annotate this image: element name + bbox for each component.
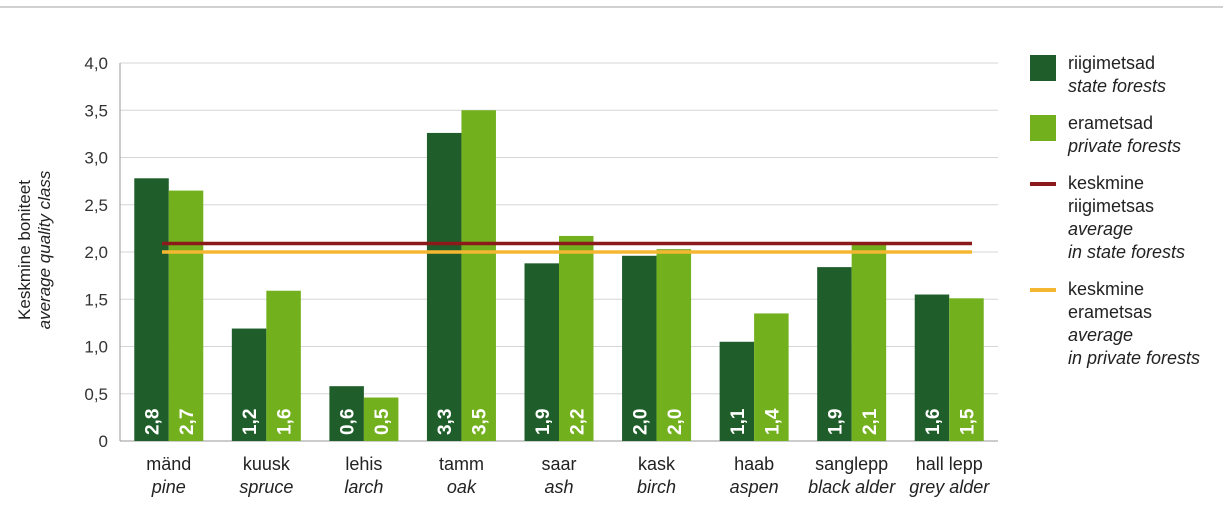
bar-value-label: 0,5 xyxy=(372,408,393,435)
bar-private xyxy=(754,313,789,441)
legend-swatch xyxy=(1030,55,1056,81)
y-tick-label: 2,5 xyxy=(84,196,108,215)
bar-value-label: 3,5 xyxy=(470,408,491,435)
x-tick-label-en: larch xyxy=(344,477,383,497)
legend-label-et: keskmine xyxy=(1068,279,1145,299)
bar-state xyxy=(719,341,755,441)
x-tick-label-et: kuusk xyxy=(243,454,291,474)
legend-label-en: average xyxy=(1068,219,1134,239)
bar-value-label: 2,0 xyxy=(630,409,651,435)
bar-state xyxy=(524,263,559,441)
legend-label-et: riigimetsad xyxy=(1068,53,1156,73)
legend-item: erametsad private forests xyxy=(1030,112,1220,158)
legend-line-swatch xyxy=(1030,288,1056,292)
bar-private xyxy=(559,235,594,441)
y-tick-label: 2,0 xyxy=(84,243,108,262)
bar-private xyxy=(266,290,301,441)
bar-private xyxy=(363,397,399,441)
legend-swatch xyxy=(1030,115,1056,141)
legend-label-en: in private forests xyxy=(1068,348,1201,368)
x-tick-label-en: pine xyxy=(151,477,186,497)
y-tick-labels: 0 0,5 1,0 1,5 2,0 2,5 3,0 3,5 4,0 xyxy=(84,54,108,451)
x-tick-label-en: birch xyxy=(637,477,676,497)
bar-value-label: 1,5 xyxy=(957,408,978,435)
reference-lines xyxy=(162,241,972,254)
bar-value-label: 3,3 xyxy=(435,409,456,435)
x-tick-label-et: sanglepp xyxy=(815,454,888,474)
x-tick-label-en: oak xyxy=(447,477,477,497)
y-tick-label: 3,0 xyxy=(84,149,108,168)
legend-label-en: private forests xyxy=(1068,136,1182,156)
bars: 2,8 2,7 1,2 1,6 0,6 0,5 3,3 3,5 1,9 2,2 2,0 2,0 1,1 1… xyxy=(134,110,984,442)
x-tick-label-en: black alder xyxy=(808,477,896,497)
bar-private xyxy=(168,190,204,441)
legend-item: keskmine riigimetsas average in state fores… xyxy=(1030,172,1220,264)
y-axis-title-en: average quality class xyxy=(35,170,54,329)
bar-state xyxy=(622,255,657,441)
bar-state xyxy=(134,178,169,442)
x-tick-label-en: aspen xyxy=(730,477,779,497)
legend-label-et: erametsas xyxy=(1068,302,1153,322)
bar-value-label: 2,8 xyxy=(143,409,164,435)
bar-value-label: 0,6 xyxy=(338,409,359,435)
legend-label-en: state forests xyxy=(1068,76,1167,96)
x-tick-label-et: lehis xyxy=(345,454,382,474)
x-tick-label-et: hall lepp xyxy=(916,454,983,474)
bar-private xyxy=(461,110,496,441)
x-tick-label-en: spruce xyxy=(239,477,293,497)
legend-label-en: in state forests xyxy=(1068,242,1186,262)
bar-value-label: 2,1 xyxy=(860,408,881,435)
bar-value-label: 1,6 xyxy=(275,409,296,435)
bar-state xyxy=(329,386,364,441)
legend-label-en: average xyxy=(1068,325,1134,345)
x-tick-label-et: haab xyxy=(734,454,774,474)
y-axis-title-et: Keskmine boniteet xyxy=(15,180,34,320)
y-tick-label: 1,0 xyxy=(84,338,108,357)
bar-value-label: 1,9 xyxy=(533,409,554,435)
legend-line-swatch xyxy=(1030,182,1056,186)
bar-state xyxy=(426,132,462,441)
y-axis-title: Keskmine boniteet average quality class xyxy=(15,170,54,329)
bar-value-label: 2,7 xyxy=(177,409,198,435)
bar-value-label: 1,4 xyxy=(762,408,783,435)
bar-value-label: 2,2 xyxy=(567,409,588,435)
bar-value-label: 1,9 xyxy=(825,409,846,435)
bar-value-label: 2,0 xyxy=(665,409,686,435)
legend-label-et: keskmine xyxy=(1068,173,1145,193)
y-tick-label: 4,0 xyxy=(84,54,108,73)
bar-value-label: 1,6 xyxy=(923,409,944,435)
bar-state xyxy=(231,328,267,441)
y-tick-label: 0,5 xyxy=(84,385,108,404)
bar-chart: 0 0,5 1,0 1,5 2,0 2,5 3,0 3,5 4,0 2,8 2,7 1,2 1,6 0,… xyxy=(15,54,998,497)
legend-label-et: erametsad xyxy=(1068,113,1154,133)
bar-private xyxy=(851,242,887,441)
legend: riigimetsad state forests erametsad private… xyxy=(1030,52,1220,384)
top-divider xyxy=(0,6,1223,8)
x-tick-labels: mänd pine kuusk spruce lehis larch tamm oak saar… xyxy=(146,454,990,497)
bar-value-label: 1,1 xyxy=(728,408,749,435)
legend-item: keskmine erametsas average in private fores… xyxy=(1030,278,1220,370)
bar-private xyxy=(656,249,692,441)
x-tick-label-et: kask xyxy=(638,454,676,474)
x-tick-label-en: grey alder xyxy=(909,477,990,497)
bar-state xyxy=(914,294,950,441)
x-tick-label-en: ash xyxy=(544,477,573,497)
y-tick-label: 3,5 xyxy=(84,101,108,120)
y-tick-label: 1,5 xyxy=(84,290,108,309)
x-tick-label-et: mänd xyxy=(146,454,191,474)
x-tick-label-et: tamm xyxy=(439,454,484,474)
bar-private xyxy=(949,298,984,441)
x-tick-label-et: saar xyxy=(541,454,576,474)
bar-state xyxy=(817,267,852,441)
y-tick-label: 0 xyxy=(99,432,108,451)
legend-item: riigimetsad state forests xyxy=(1030,52,1220,98)
bar-value-label: 1,2 xyxy=(240,409,261,435)
legend-label-et: riigimetsas xyxy=(1068,196,1155,216)
